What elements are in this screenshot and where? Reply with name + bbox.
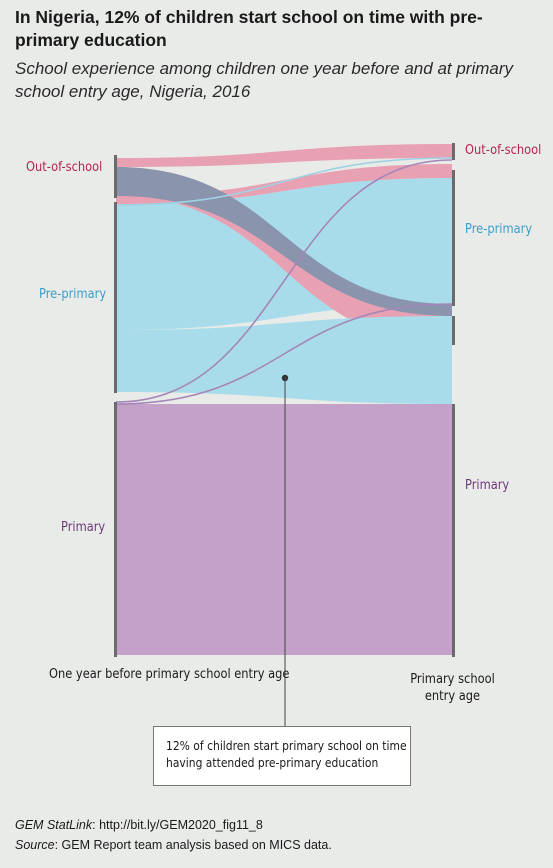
right-node-label-out-of-school: Out-of-school [465,143,542,158]
right-axis-label: Primary school entry age [402,671,503,705]
footer: GEM StatLink: http://bit.ly/GEM2020_fig1… [15,815,332,855]
left-node-bar-pre-primary [114,202,117,393]
chart-title: In Nigeria, 12% of children start school… [15,7,483,50]
right-node-bar-primary [452,404,455,657]
source-line: Source: GEM Report team analysis based o… [15,835,332,855]
left-node-label-pre-primary: Pre-primary [39,287,107,302]
left-axis-label-text: One year before primary school entry age [49,667,290,682]
right-node-bar-out-of-school [452,143,455,160]
right-node-label-pre-primary: Pre-primary [465,222,533,237]
flow-thin-primary-to-preprimary [115,303,453,405]
right-node-label-primary: Primary [465,478,510,493]
flow-primary-to-primary [116,404,452,655]
right-node-bar-out-of-school-2 [452,316,455,345]
left-node-bar-primary [114,402,117,657]
annotation-line-1: 12% of children start primary school on … [166,738,407,753]
annotation-line-2: having attended pre-primary education [166,755,379,770]
chart-subtitle: School experience among children one yea… [15,59,514,101]
flow-outofschool-to-outofschool [116,144,452,167]
annotation-box: 12% of children start primary school on … [153,726,411,786]
right-node-bar-pre-primary [452,170,455,306]
flow-thin-preprimary-to-outofschool [115,157,453,206]
right-axis-label-text: Primary school entry age [410,672,495,704]
source-label: Source [15,838,55,852]
flow-outofschool-highlight [116,167,452,316]
left-axis-label: One year before primary school entry age [49,666,289,683]
statlink-url[interactable]: : http://bit.ly/GEM2020_fig11_8 [92,818,263,832]
statlink-label: GEM StatLink [15,818,93,832]
flow-thin-primary-to-outofschool [115,159,453,403]
left-node-label-primary: Primary [61,520,106,535]
left-node-bar-out-of-school [114,155,117,198]
statlink-line: GEM StatLink: http://bit.ly/GEM2020_fig1… [15,815,332,835]
left-node-label-out-of-school: Out-of-school [26,160,103,175]
source-text: : GEM Report team analysis based on MICS… [54,838,332,852]
